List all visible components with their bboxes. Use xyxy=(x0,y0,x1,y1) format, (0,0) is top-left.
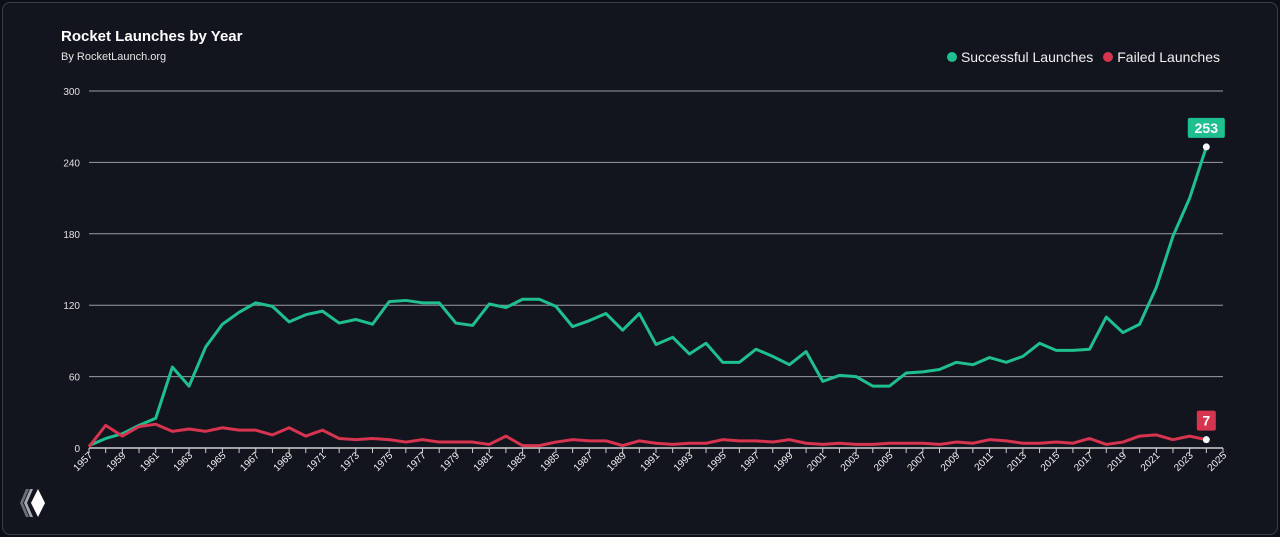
x-tick-label: 1995 xyxy=(705,450,729,474)
x-tick-label: 1969 xyxy=(272,450,296,474)
x-tick-label: 2005 xyxy=(872,450,896,474)
x-tick-label: 1977 xyxy=(405,450,429,474)
x-tick-label: 2001 xyxy=(805,450,829,474)
x-tick-label: 1987 xyxy=(572,450,596,474)
x-tick-label: 2019 xyxy=(1106,450,1130,474)
x-tick-label: 1999 xyxy=(772,450,796,474)
x-tick-label: 1983 xyxy=(505,450,529,474)
legend-item-successful[interactable]: Successful Launches xyxy=(946,49,1094,65)
y-tick-label: 60 xyxy=(69,373,81,384)
x-tick-label: 2017 xyxy=(1072,450,1096,474)
x-tick-label: 2011 xyxy=(973,450,996,473)
y-tick-label: 180 xyxy=(63,230,80,241)
x-tick-label: 2015 xyxy=(1039,450,1063,474)
x-tick-label: 1981 xyxy=(472,450,496,474)
y-tick-label: 240 xyxy=(63,158,80,169)
x-tick-label: 1963 xyxy=(172,450,196,474)
y-tick-label: 0 xyxy=(74,444,80,455)
legend-item-failed[interactable]: Failed Launches xyxy=(1103,49,1220,65)
x-tick-label: 1997 xyxy=(739,450,763,474)
x-tick-label: 2023 xyxy=(1172,450,1196,474)
y-tick-label: 300 xyxy=(63,87,80,98)
x-tick-label: 1985 xyxy=(539,450,563,474)
x-tick-label: 1991 xyxy=(639,450,663,474)
x-tick-label: 1979 xyxy=(438,450,462,474)
x-tick-label: 2013 xyxy=(1005,450,1029,474)
end-value-label: 253 xyxy=(1195,120,1219,136)
chart-title: Rocket Launches by Year xyxy=(61,28,243,45)
x-tick-label: 1973 xyxy=(338,450,362,474)
x-tick-label: 2009 xyxy=(939,450,963,474)
x-tick-label: 2025 xyxy=(1206,450,1230,474)
end-value-label: 7 xyxy=(1202,413,1210,429)
series-line-failed xyxy=(87,422,1207,448)
logo-icon xyxy=(20,489,45,517)
x-tick-label: 1993 xyxy=(672,450,696,474)
end-point-marker xyxy=(1202,436,1210,444)
x-tick-label: 2007 xyxy=(905,450,929,474)
end-label-box xyxy=(1187,117,1225,138)
x-tick-label: 2003 xyxy=(839,450,863,474)
x-tick-label: 1967 xyxy=(238,450,262,474)
x-tick-label: 1961 xyxy=(138,450,162,474)
legend-swatch-failed xyxy=(1103,52,1114,62)
x-tick-label: 1959 xyxy=(105,450,129,474)
legend-label-failed: Failed Launches xyxy=(1117,49,1220,65)
x-tick-label: 2021 xyxy=(1139,450,1163,474)
end-point-marker xyxy=(1202,143,1210,151)
x-tick-label: 1989 xyxy=(605,450,629,474)
x-tick-label: 1971 xyxy=(305,450,329,474)
x-tick-label: 1965 xyxy=(205,450,229,474)
x-tick-label: 1975 xyxy=(372,450,396,474)
series-line-successful xyxy=(88,146,1208,447)
legend-swatch-successful xyxy=(946,52,957,62)
chart-subtitle: By RocketLaunch.org xyxy=(61,51,167,63)
legend: Successful Launches Failed Launches xyxy=(946,49,1220,65)
y-tick-label: 120 xyxy=(63,301,80,312)
end-label-box xyxy=(1196,410,1216,431)
legend-label-successful: Successful Launches xyxy=(960,49,1094,65)
